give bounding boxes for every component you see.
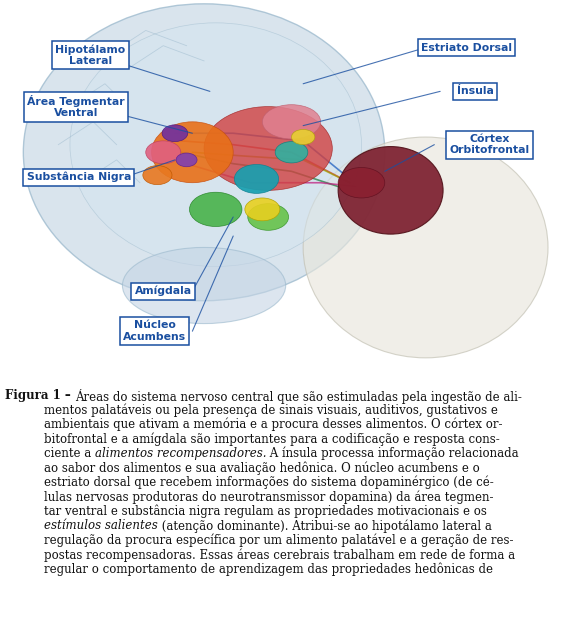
Text: estriato dorsal que recebem informações do sistema dopaminérgico (de cé-: estriato dorsal que recebem informações … xyxy=(44,475,494,489)
Circle shape xyxy=(176,153,197,167)
Circle shape xyxy=(162,125,188,142)
Text: estímulos salientes: estímulos salientes xyxy=(44,519,158,532)
Ellipse shape xyxy=(204,106,332,190)
Text: Hipotálamo
Lateral: Hipotálamo Lateral xyxy=(55,44,125,66)
Ellipse shape xyxy=(152,122,233,183)
Ellipse shape xyxy=(70,23,361,266)
Ellipse shape xyxy=(248,204,289,230)
Text: Ínsula: Ínsula xyxy=(456,87,494,97)
Text: lulas nervosas produtoras do neurotransmissor dopamina) da área tegmen-: lulas nervosas produtoras do neurotransm… xyxy=(44,490,493,504)
Text: ciente a: ciente a xyxy=(44,447,95,460)
Text: Áreas do sistema nervoso central que são estimuladas pela ingestão de ali-: Áreas do sistema nervoso central que são… xyxy=(75,389,522,404)
Text: tar ventral e substância nigra regulam as propriedades motivacionais e os: tar ventral e substância nigra regulam a… xyxy=(44,504,487,518)
Text: Córtex
Orbitofrontal: Córtex Orbitofrontal xyxy=(449,134,530,155)
Text: regular o comportamento de aprendizagem das propriedades hedônicas de: regular o comportamento de aprendizagem … xyxy=(44,563,493,576)
Text: Figura 1 –: Figura 1 – xyxy=(5,389,75,402)
Text: postas recompensadoras. Essas áreas cerebrais trabalham em rede de forma a: postas recompensadoras. Essas áreas cere… xyxy=(44,548,515,561)
Text: ambientais que ativam a memória e a procura desses alimentos. O córtex or-: ambientais que ativam a memória e a proc… xyxy=(44,418,503,431)
Text: A ínsula processa informação relacionada: A ínsula processa informação relacionada xyxy=(266,447,519,460)
Ellipse shape xyxy=(122,248,286,324)
Ellipse shape xyxy=(23,4,385,301)
Text: Estriato Dorsal: Estriato Dorsal xyxy=(421,43,512,53)
Ellipse shape xyxy=(262,105,321,139)
Text: alimentos recompensadores.: alimentos recompensadores. xyxy=(95,447,266,460)
Text: regulação da procura específica por um alimento palatável e a geração de res-: regulação da procura específica por um a… xyxy=(44,534,514,547)
Ellipse shape xyxy=(303,137,548,358)
Circle shape xyxy=(245,198,280,221)
Text: Núcleo
Acumbens: Núcleo Acumbens xyxy=(123,321,186,342)
FancyBboxPatch shape xyxy=(0,0,583,381)
Circle shape xyxy=(146,141,181,163)
Circle shape xyxy=(234,165,279,193)
Text: ao sabor dos alimentos e sua avaliação hedônica. O núcleo acumbens e o: ao sabor dos alimentos e sua avaliação h… xyxy=(44,461,480,475)
Circle shape xyxy=(338,168,385,198)
Circle shape xyxy=(275,142,308,163)
Text: Área Tegmentar
Ventral: Área Tegmentar Ventral xyxy=(27,95,125,118)
Circle shape xyxy=(143,166,172,184)
Text: Amígdala: Amígdala xyxy=(135,286,192,297)
Text: bitofrontal e a amígdala são importantes para a codificação e resposta cons-: bitofrontal e a amígdala são importantes… xyxy=(44,432,500,446)
Text: Substância Nigra: Substância Nigra xyxy=(26,171,131,182)
Text: mentos palatáveis ou pela presença de sinais visuais, auditivos, gustativos e: mentos palatáveis ou pela presença de si… xyxy=(44,403,498,417)
Text: (atenção dominante). Atribui-se ao hipotálamo lateral a: (atenção dominante). Atribui-se ao hipot… xyxy=(158,519,491,533)
Ellipse shape xyxy=(189,193,242,227)
Circle shape xyxy=(292,129,315,145)
Ellipse shape xyxy=(338,147,443,234)
